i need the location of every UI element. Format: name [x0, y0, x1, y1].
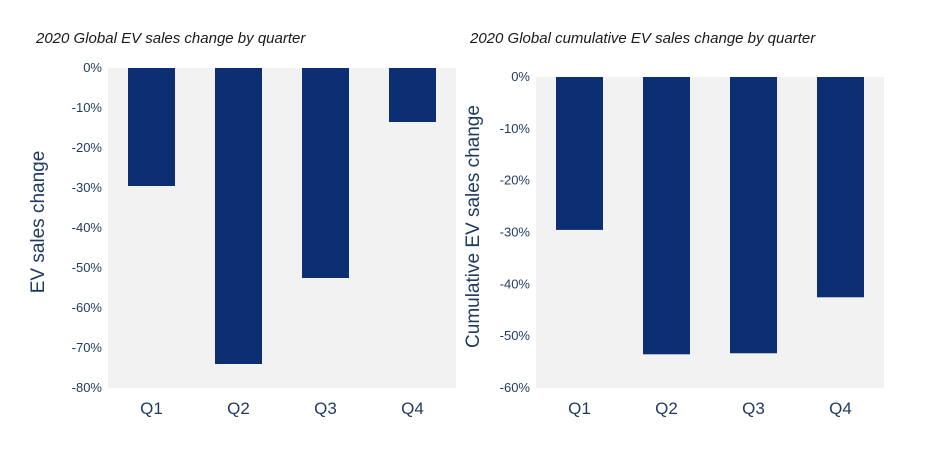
- chart2-y-tick-label: -40%: [500, 276, 531, 291]
- chart2-y-tick-label: -50%: [500, 328, 531, 343]
- chart1-x-tick-label: Q2: [227, 399, 250, 418]
- chart2-bar-q1: [556, 77, 603, 230]
- chart2-bar-q2: [643, 77, 690, 355]
- chart2-y-tick-label: -30%: [500, 225, 531, 240]
- chart1-x-tick-label: Q4: [401, 399, 424, 418]
- chart1-title: 2020 Global EV sales change by quarter: [36, 30, 306, 47]
- chart2-y-tick-label: -20%: [500, 173, 531, 188]
- chart1-y-tick-label: -70%: [72, 340, 103, 355]
- chart1-x-tick-label: Q3: [314, 399, 337, 418]
- chart2-y-tick-label: -10%: [500, 121, 531, 136]
- chart1-y-tick-label: -30%: [72, 180, 103, 195]
- chart1-y-tick-label: -60%: [72, 300, 103, 315]
- chart1-bar-q4: [389, 68, 436, 122]
- chart1-bar-q1: [128, 68, 175, 186]
- chart1-y-tick-label: -40%: [72, 220, 103, 235]
- chart1-x-tick-label: Q1: [140, 399, 163, 418]
- chart2-y-axis-label: Cumulative EV sales change: [463, 105, 484, 348]
- chart2-bar-q4: [817, 77, 864, 298]
- chart1-y-tick-label: -10%: [72, 100, 103, 115]
- chart2-x-tick-label: Q4: [829, 399, 852, 418]
- chart2-y-tick-label: -60%: [500, 380, 531, 395]
- chart2-x-tick-label: Q1: [568, 399, 591, 418]
- chart2-y-tick-label: 0%: [511, 69, 530, 84]
- chart2-x-tick-label: Q3: [742, 399, 765, 418]
- chart2-x-tick-label: Q2: [655, 399, 678, 418]
- chart1-y-tick-label: -80%: [72, 380, 103, 395]
- chart2-title: 2020 Global cumulative EV sales change b…: [470, 30, 816, 47]
- chart2-bar-q3: [730, 77, 777, 354]
- chart2: 0% -10% -20% -30% -40% -50% -60% Q1 Q2 Q3 Q4 Cumula…: [463, 69, 884, 418]
- chart1-bar-q3: [302, 68, 349, 278]
- chart1-bar-q2: [215, 68, 262, 364]
- chart1-y-axis-label: EV sales change: [28, 151, 49, 294]
- chart1-y-tick-label: 0%: [83, 60, 102, 75]
- chart1-y-tick-label: -20%: [72, 140, 103, 155]
- chart1: 0% -10% -20% -30% -40% -50% -60% -70% -80% Q1 Q2 Q3…: [28, 60, 456, 418]
- chart1-y-tick-label: -50%: [72, 260, 103, 275]
